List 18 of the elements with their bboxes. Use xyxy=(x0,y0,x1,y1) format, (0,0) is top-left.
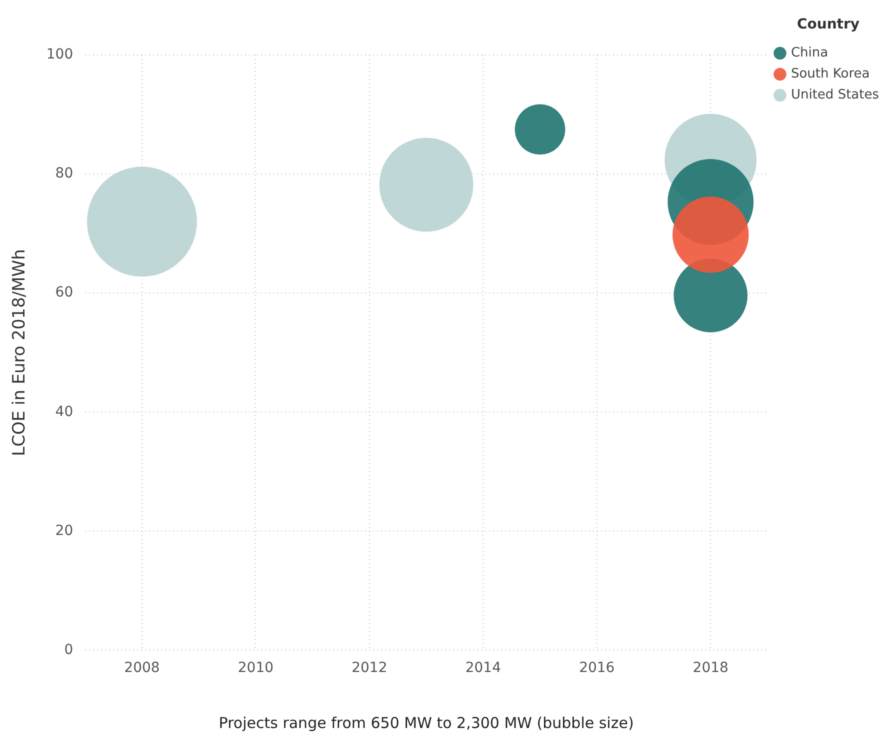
y-tick-label: 40 xyxy=(55,404,74,420)
x-tick-label: 2014 xyxy=(465,660,502,676)
y-tick-label: 80 xyxy=(55,166,74,182)
y-tick-label: 100 xyxy=(46,46,74,63)
legend-label: United States xyxy=(790,88,880,103)
y-tick-label: 0 xyxy=(64,642,74,658)
x-tick-label: 2010 xyxy=(238,660,274,676)
x-axis-title: Projects range from 650 MW to 2,300 MW (bubble size) xyxy=(218,714,634,732)
y-tick-label: 20 xyxy=(55,522,74,539)
legend-label: South Korea xyxy=(790,66,870,82)
x-tick-label: 2018 xyxy=(692,660,728,676)
x-tick-label: 2012 xyxy=(352,660,388,676)
legend-label: China xyxy=(790,46,828,61)
y-axis-title: LCOE in Euro 2018/MWh xyxy=(10,249,30,456)
legend-title: Country xyxy=(796,16,860,33)
x-tick-label: 2016 xyxy=(579,660,615,676)
y-tick-label: 60 xyxy=(55,284,74,301)
x-tick-label: 2008 xyxy=(124,660,160,676)
